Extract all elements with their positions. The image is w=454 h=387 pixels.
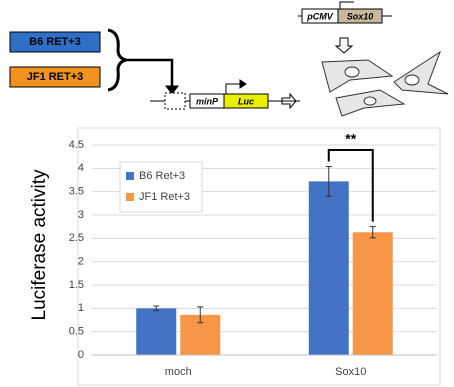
y-tick-label: 0.5 <box>69 326 84 338</box>
bar <box>309 181 349 355</box>
cells <box>322 52 448 116</box>
y-tick-label: 1.5 <box>69 279 84 291</box>
tss-head <box>240 80 246 88</box>
y-tick-label: 2 <box>78 256 84 268</box>
tss2 <box>340 2 354 9</box>
arrowhead <box>166 86 178 94</box>
insert-site <box>165 93 185 109</box>
bar <box>136 308 176 355</box>
x-tick-label: moch <box>165 366 192 378</box>
enhancer-label: B6 RET+3 <box>29 36 81 48</box>
x-tick-label: Sox10 <box>335 366 366 378</box>
legend-label: JF1 Ret+3 <box>139 191 190 203</box>
y-axis-label: Luciferase activity <box>29 169 50 321</box>
legend-swatch <box>126 172 134 180</box>
promoter-label: minP <box>196 96 219 106</box>
legend-label: B6 Ret+3 <box>139 170 185 182</box>
enhancer-label: JF1 RET+3 <box>27 71 84 83</box>
y-tick-label: 2.5 <box>69 232 84 244</box>
y-tick-label: 1 <box>78 302 84 314</box>
bar <box>353 232 393 355</box>
brace <box>108 30 126 90</box>
vector-gene-label: Sox10 <box>347 11 374 21</box>
diagram <box>10 2 448 116</box>
annotation: ** <box>345 131 356 147</box>
y-tick-label: 3.5 <box>69 186 84 198</box>
figure: B6 RET+3 JF1 RET+3 minP Luc pCMV Sox10 L… <box>0 0 454 387</box>
arrow <box>126 60 172 88</box>
vector-promoter-label: pCMV <box>306 11 333 21</box>
down-arrow <box>336 38 352 53</box>
legend-swatch <box>126 193 134 201</box>
y-tick-label: 4.5 <box>69 139 84 151</box>
y-tick-label: 0 <box>78 349 84 361</box>
reporter-label: Luc <box>238 96 254 106</box>
y-tick-label: 4 <box>78 162 84 174</box>
y-tick-label: 3 <box>78 209 84 221</box>
